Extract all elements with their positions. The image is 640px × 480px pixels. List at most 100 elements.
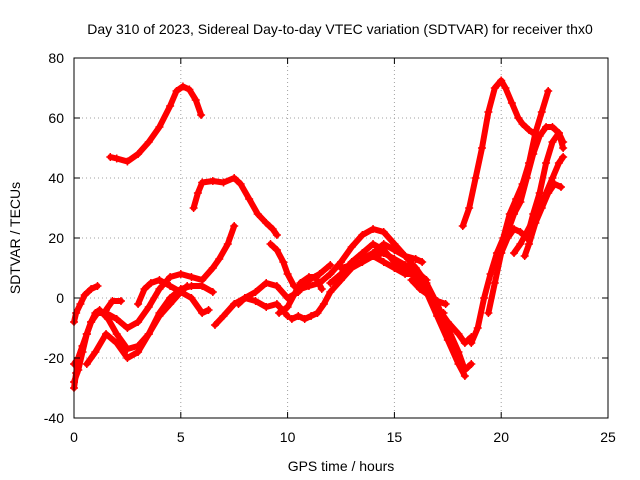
- data-point-marker: [219, 312, 228, 320]
- data-point-marker: [304, 282, 313, 290]
- data-point-marker: [287, 315, 296, 323]
- data-point-marker: [510, 249, 519, 257]
- y-tick-label: 0: [56, 290, 64, 306]
- data-point-marker: [272, 300, 281, 308]
- data-point-marker: [465, 204, 474, 212]
- data-point-marker: [554, 159, 563, 167]
- data-point-marker: [193, 189, 202, 197]
- x-tick-label: 15: [387, 429, 403, 445]
- data-point-marker: [176, 288, 185, 296]
- data-point-marker: [230, 174, 239, 182]
- data-point-marker: [166, 282, 175, 290]
- data-point-marker: [516, 240, 525, 248]
- series-group: [70, 76, 568, 392]
- data-point-marker: [172, 87, 181, 95]
- data-point-marker: [497, 76, 506, 85]
- data-point-marker: [311, 273, 320, 281]
- data-point-marker: [91, 348, 100, 356]
- data-point-marker: [87, 285, 96, 293]
- data-point-marker: [144, 330, 153, 338]
- data-point-marker: [268, 225, 277, 233]
- x-tick-label: 5: [177, 429, 185, 445]
- data-point-marker: [183, 282, 192, 290]
- data-point-marker: [155, 123, 164, 131]
- data-point-marker: [537, 204, 546, 212]
- data-point-marker: [522, 174, 531, 182]
- data-point-marker: [245, 195, 254, 203]
- y-tick-labels: -40 -20 0 20 40 60 80: [44, 50, 64, 426]
- data-point-marker: [93, 282, 102, 290]
- data-point-marker: [208, 288, 217, 296]
- data-point-marker: [317, 285, 326, 293]
- data-point-marker: [559, 138, 568, 146]
- data-point-marker: [454, 330, 463, 338]
- chart-title: Day 310 of 2023, Sidereal Day-to-day VTE…: [87, 21, 593, 37]
- data-point-marker: [87, 318, 96, 326]
- data-point-marker: [326, 288, 335, 296]
- data-point-marker: [102, 330, 111, 338]
- data-point-marker: [529, 150, 538, 158]
- data-point-marker: [134, 348, 143, 356]
- data-point-marker: [503, 234, 512, 242]
- data-point-marker: [176, 270, 185, 278]
- data-point-marker: [208, 177, 217, 185]
- data-point-marker: [197, 111, 206, 119]
- data-point-marker: [369, 225, 378, 233]
- data-point-marker: [544, 189, 553, 197]
- data-point-marker: [454, 360, 463, 368]
- data-point-marker: [313, 309, 322, 317]
- data-point-marker: [315, 279, 324, 287]
- data-point-marker: [390, 255, 399, 263]
- data-point-marker: [510, 225, 519, 233]
- data-point-marker: [104, 315, 113, 323]
- data-point-marker: [379, 249, 388, 257]
- data-point-marker: [300, 315, 309, 323]
- data-point-marker: [369, 240, 378, 248]
- data-point-marker: [537, 108, 546, 116]
- data-point-marker: [91, 309, 100, 317]
- data-point-marker: [155, 312, 164, 320]
- y-tick-label: 20: [48, 230, 64, 246]
- data-point-marker: [262, 279, 271, 287]
- data-point-marker: [240, 294, 249, 302]
- data-point-marker: [401, 252, 410, 260]
- data-point-marker: [166, 300, 175, 308]
- data-point-marker: [458, 222, 467, 230]
- data-point-marker: [480, 294, 489, 302]
- data-point-marker: [520, 252, 529, 260]
- data-point-marker: [144, 303, 153, 311]
- data-point-marker: [490, 279, 499, 287]
- data-point-marker: [422, 276, 431, 284]
- data-point-marker: [347, 261, 356, 269]
- data-point-marker: [484, 309, 493, 317]
- data-point-marker: [283, 303, 292, 311]
- y-tick-label: 80: [48, 50, 64, 66]
- data-point-marker: [319, 300, 328, 308]
- data-point-marker: [490, 84, 499, 92]
- data-point-marker: [251, 288, 260, 296]
- data-point-marker: [204, 306, 213, 314]
- data-point-marker: [155, 276, 164, 284]
- data-point-marker: [531, 219, 540, 227]
- data-point-marker: [294, 312, 303, 320]
- data-point-marker: [439, 309, 448, 317]
- data-point-marker: [208, 264, 217, 272]
- data-point-marker: [123, 345, 132, 353]
- data-point-marker: [379, 240, 388, 248]
- data-point-marker: [369, 249, 378, 257]
- data-point-marker: [262, 303, 271, 311]
- data-point-marker: [535, 132, 544, 140]
- data-point-marker: [72, 369, 81, 377]
- data-point-marker: [460, 372, 469, 380]
- data-point-marker: [144, 138, 153, 146]
- y-tick-label: 40: [48, 170, 64, 186]
- data-point-marker: [307, 312, 316, 320]
- data-point-marker: [407, 276, 416, 284]
- data-point-marker: [326, 279, 335, 287]
- data-point-marker: [296, 285, 305, 293]
- data-point-marker: [178, 82, 187, 91]
- data-point-marker: [185, 85, 194, 94]
- data-point-marker: [234, 300, 243, 308]
- data-point-marker: [401, 261, 410, 269]
- data-point-marker: [290, 291, 299, 299]
